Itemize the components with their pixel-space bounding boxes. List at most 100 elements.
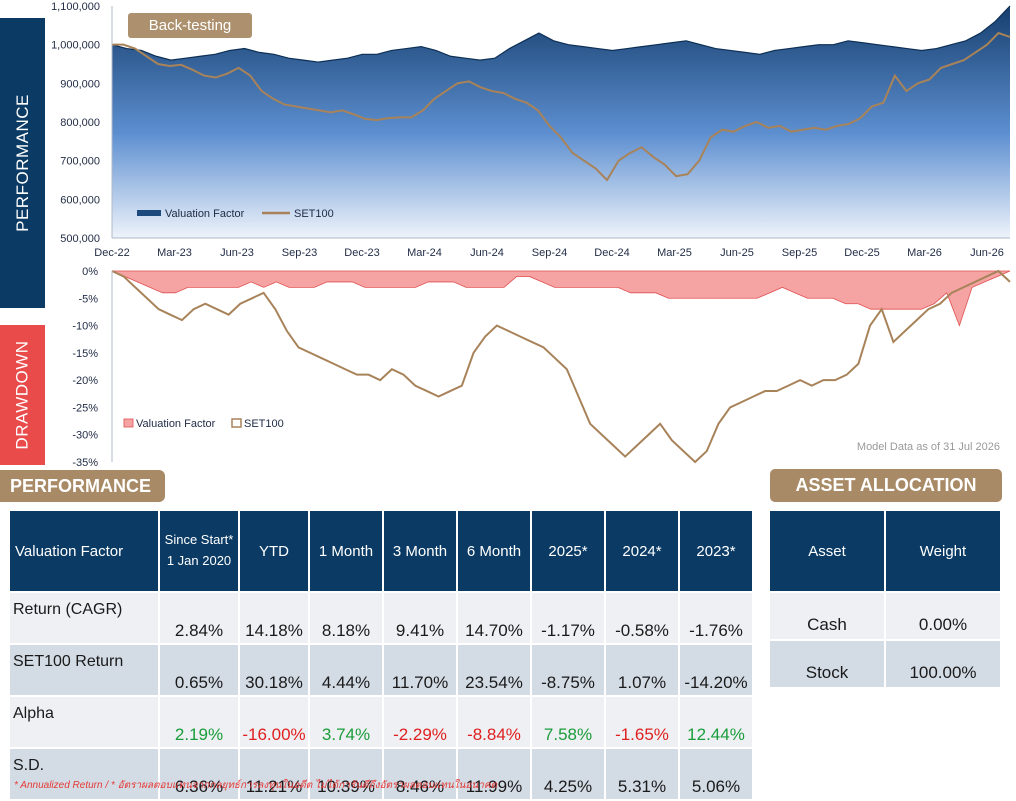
performance-x-tick-label: Mar-26 [907,247,942,259]
table-cell: 14.18% [240,593,308,643]
performance-x-tick-label: Jun-23 [220,247,254,259]
table-cell: -0.58% [606,593,678,643]
performance-y-tick-label: 500,000 [60,233,100,245]
table-cell: 3.74% [310,697,382,747]
performance-x-tick-label: Dec-24 [594,247,629,259]
drawdown-legend: Valuation Factor SET100 [123,418,284,430]
performance-x-tick-label: Dec-23 [344,247,379,259]
table-cell: 0.65% [160,645,238,695]
table-cell: -1.65% [606,697,678,747]
performance-x-tick-label: Mar-25 [657,247,692,259]
performance-side-label: PERFORMANCE [0,18,45,308]
performance-y-tick-label: 1,100,000 [51,1,100,13]
asset-allocation-section-header: ASSET ALLOCATION [770,469,1002,502]
header-2023: 2023* [680,511,752,591]
model-data-note: Model Data as of 31 Jul 2026 [857,441,1000,453]
header-weight: Weight [886,511,1000,591]
table-cell: -2.29% [384,697,456,747]
backtesting-badge-text: Back-testing [148,17,232,34]
performance-y-tick-label: 800,000 [60,117,100,129]
table-row-return-cagr: Return (CAGR) 2.84% 14.18% 8.18% 9.41% 1… [10,593,752,643]
performance-y-tick-label: 700,000 [60,156,100,168]
drawdown-y-tick-label: -20% [72,375,98,387]
allocation-header-row: Asset Weight [770,511,1000,591]
drawdown-y-tick-label: -25% [72,402,98,414]
drawdown-chart: 0% -5% -10% -15% -20% -25% -30% -35% Valuation … [72,266,1011,468]
row-label: S.D. [10,749,158,799]
performance-x-tick-label: Sep-23 [282,247,317,259]
header-2024: 2024* [606,511,678,591]
header-3-month: 3 Month [384,511,456,591]
allocation-weight-cell: 100.00% [886,641,1000,687]
performance-y-tick-label: 1,000,000 [51,40,100,52]
asset-allocation-section-title: ASSET ALLOCATION [795,475,977,495]
legend-label-valuation-factor: Valuation Factor [165,208,245,220]
drawdown-y-tick-label: -5% [78,293,98,305]
table-row-set100-return: SET100 Return 0.65% 30.18% 4.44% 11.70% … [10,645,752,695]
performance-legend: Valuation Factor SET100 [137,208,334,220]
dd-legend-label-set100: SET100 [244,418,284,430]
backtesting-badge: Back-testing [128,13,252,38]
drawdown-y-tick-label: -15% [72,348,98,360]
table-cell: 11.70% [384,645,456,695]
table-cell: 1.07% [606,645,678,695]
performance-x-tick-label: Jun-25 [720,247,754,259]
performance-x-tick-label: Dec-22 [94,247,129,259]
header-ytd: YTD [240,511,308,591]
performance-y-tick-label: 600,000 [60,194,100,206]
table-cell: 2.19% [160,697,238,747]
performance-x-tick-label: Mar-23 [157,247,192,259]
table-cell: 14.70% [458,593,530,643]
allocation-row-stock: Stock 100.00% [770,641,1000,687]
table-row-sd: S.D. 6.36% 11.21% 10.39% 8.46% 11.99% 4.… [10,749,752,799]
table-cell: -14.20% [680,645,752,695]
dd-legend-swatch-set100 [231,418,242,428]
row-label: SET100 Return [10,645,158,695]
allocation-asset-cell: Stock [770,641,884,687]
table-cell: -1.76% [680,593,752,643]
table-cell: 10.39% [310,749,382,799]
header-1-month: 1 Month [310,511,382,591]
performance-table-header-row: Valuation Factor Since Start* 1 Jan 2020 … [10,511,752,591]
table-cell: -8.84% [458,697,530,747]
header-since-start: Since Start* 1 Jan 2020 [160,511,238,591]
drawdown-y-tick-label: 0% [82,266,98,278]
table-row-alpha: Alpha 2.19% -16.00% 3.74% -2.29% -8.84% … [10,697,752,747]
performance-table: Valuation Factor Since Start* 1 Jan 2020 … [8,509,754,801]
performance-x-tick-label: Sep-25 [782,247,817,259]
table-cell: 5.06% [680,749,752,799]
valuation-factor-line [111,5,1011,63]
performance-section-title: PERFORMANCE [10,475,152,496]
footnote: * Annualized Return / * อัตราผลตอบแทนจาก… [14,780,498,791]
performance-x-tick-label: Jun-24 [470,247,504,259]
asset-allocation-table: Asset Weight Cash 0.00% Stock 100.00% [768,509,1002,689]
table-cell: 5.31% [606,749,678,799]
table-cell: -16.00% [240,697,308,747]
table-cell: 6.36% [160,749,238,799]
performance-chart: 500,000 600,000 700,000 800,000 900,000 1,000… [51,1,1011,259]
table-cell: 4.25% [532,749,604,799]
table-cell: 11.21% [240,749,308,799]
table-cell: -1.17% [532,593,604,643]
table-cell: 7.58% [532,697,604,747]
allocation-row-cash: Cash 0.00% [770,593,1000,639]
table-cell: 30.18% [240,645,308,695]
performance-x-tick-label: Sep-24 [532,247,567,259]
table-cell: 8.46% [384,749,456,799]
table-cell: 11.99% [458,749,530,799]
table-cell: 23.54% [458,645,530,695]
performance-x-tick-label: Mar-24 [407,247,442,259]
table-cell: 2.84% [160,593,238,643]
drawdown-y-tick-label: -10% [72,321,98,333]
performance-x-tick-label: Dec-25 [844,247,879,259]
table-cell: 12.44% [680,697,752,747]
table-cell: 8.18% [310,593,382,643]
legend-label-set100: SET100 [294,208,334,220]
valuation-factor-area [112,6,1010,238]
valuation-factor-drawdown-area [111,270,1011,327]
table-cell: 9.41% [384,593,456,643]
header-asset: Asset [770,511,884,591]
header-2025: 2025* [532,511,604,591]
performance-section-header: PERFORMANCE [0,470,165,502]
table-cell: -8.75% [532,645,604,695]
